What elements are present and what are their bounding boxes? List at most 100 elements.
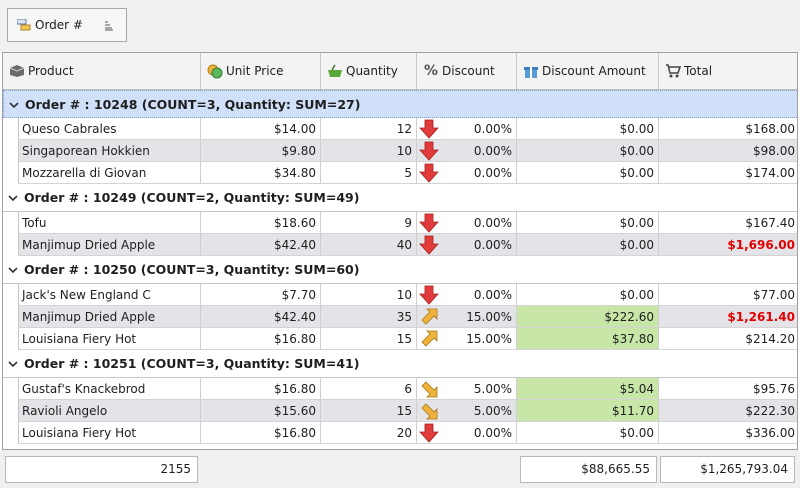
cell-quantity[interactable]: 10 — [321, 284, 417, 306]
cell-discount-amount[interactable]: $0.00 — [517, 422, 659, 444]
table-row[interactable]: Queso Cabrales $14.00 12 0.00% $0.00 $168.00 — [19, 118, 797, 140]
cell-total[interactable]: $1,696.00 — [659, 234, 797, 256]
column-header-product[interactable]: Product — [3, 53, 201, 89]
cell-unit-price[interactable]: $42.40 — [201, 306, 321, 328]
cell-product[interactable]: Louisiana Fiery Hot — [19, 328, 201, 350]
column-label-unit-price: Unit Price — [226, 64, 284, 78]
cell-unit-price[interactable]: $16.80 — [201, 328, 321, 350]
cell-unit-price[interactable]: $18.60 — [201, 212, 321, 234]
column-header-total[interactable]: Total — [659, 53, 797, 89]
cell-discount[interactable]: 5.00% — [417, 378, 517, 400]
table-row[interactable]: Manjimup Dried Apple $42.40 35 15.00% $222.6… — [19, 306, 797, 328]
table-row[interactable]: Mozzarella di Giovan $34.80 5 0.00% $0.00 $17… — [19, 162, 797, 184]
group-row[interactable]: Order # : 10250 (COUNT=3, Quantity: SUM=… — [3, 256, 797, 284]
sort-ascending-icon[interactable] — [104, 20, 114, 34]
cell-total[interactable]: $98.00 — [659, 140, 797, 162]
chevron-down-icon[interactable] — [8, 356, 20, 371]
cell-quantity[interactable]: 40 — [321, 234, 417, 256]
cell-product[interactable]: Mozzarella di Giovan — [19, 162, 201, 184]
cell-total[interactable]: $174.00 — [659, 162, 797, 184]
table-row[interactable]: Ravioli Angelo $15.60 15 5.00% $11.70 $222.30 — [19, 400, 797, 422]
table-row[interactable]: Singaporean Hokkien $9.80 10 0.00% $0.00 $98.… — [19, 140, 797, 162]
cell-unit-price[interactable]: $34.80 — [201, 162, 321, 184]
cell-total[interactable]: $95.76 — [659, 378, 797, 400]
column-header-unit-price[interactable]: Unit Price — [201, 53, 321, 89]
cell-total[interactable]: $167.40 — [659, 212, 797, 234]
cell-discount-amount[interactable]: $5.04 — [517, 378, 659, 400]
cell-product[interactable]: Ravioli Angelo — [19, 400, 201, 422]
cell-discount[interactable]: 15.00% — [417, 328, 517, 350]
chevron-down-icon[interactable] — [9, 97, 21, 112]
cell-quantity[interactable]: 20 — [321, 422, 417, 444]
cell-discount-amount[interactable]: $0.00 — [517, 284, 659, 306]
group-indent — [3, 212, 19, 256]
box-icon — [9, 63, 25, 79]
cell-unit-price[interactable]: $9.80 — [201, 140, 321, 162]
cell-total[interactable]: $1,261.40 — [659, 306, 797, 328]
cell-product[interactable]: Singaporean Hokkien — [19, 140, 201, 162]
cell-discount[interactable]: 15.00% — [417, 306, 517, 328]
cell-discount[interactable]: 0.00% — [417, 234, 517, 256]
cell-total[interactable]: $222.30 — [659, 400, 797, 422]
percent-icon: % — [423, 63, 439, 79]
cell-total[interactable]: $214.20 — [659, 328, 797, 350]
cell-product[interactable]: Jack's New England C — [19, 284, 201, 306]
cell-quantity[interactable]: 15 — [321, 328, 417, 350]
cell-total[interactable]: $77.00 — [659, 284, 797, 306]
cell-unit-price[interactable]: $16.80 — [201, 422, 321, 444]
cell-discount-amount[interactable]: $11.70 — [517, 400, 659, 422]
chevron-down-icon[interactable] — [8, 262, 20, 277]
table-row[interactable]: Tofu $18.60 9 0.00% $0.00 $167.40 — [19, 212, 797, 234]
cell-discount[interactable]: 0.00% — [417, 162, 517, 184]
column-header-quantity[interactable]: Quantity — [321, 53, 417, 89]
cell-discount-amount[interactable]: $0.00 — [517, 140, 659, 162]
group-by-order-tag[interactable]: Order # — [7, 8, 127, 42]
cell-unit-price[interactable]: $42.40 — [201, 234, 321, 256]
cell-discount[interactable]: 0.00% — [417, 212, 517, 234]
cell-unit-price[interactable]: $14.00 — [201, 118, 321, 140]
group-row[interactable]: Order # : 10251 (COUNT=3, Quantity: SUM=… — [3, 350, 797, 378]
cell-discount-amount[interactable]: $0.00 — [517, 162, 659, 184]
cell-discount[interactable]: 0.00% — [417, 422, 517, 444]
cell-quantity[interactable]: 5 — [321, 162, 417, 184]
cell-product[interactable]: Tofu — [19, 212, 201, 234]
cell-product[interactable]: Louisiana Fiery Hot — [19, 422, 201, 444]
table-row[interactable]: Manjimup Dried Apple $42.40 40 0.00% $0.00 $1… — [19, 234, 797, 256]
cell-discount[interactable]: 5.00% — [417, 400, 517, 422]
cell-quantity[interactable]: 10 — [321, 140, 417, 162]
cell-total[interactable]: $336.00 — [659, 422, 797, 444]
table-row[interactable]: Louisiana Fiery Hot $16.80 20 0.00% $0.00 $33… — [19, 422, 797, 444]
cell-discount[interactable]: 0.00% — [417, 140, 517, 162]
cell-quantity[interactable]: 15 — [321, 400, 417, 422]
column-header-discount-amount[interactable]: Discount Amount — [517, 53, 659, 89]
table-row[interactable]: Gustaf's Knackebrod $16.80 6 5.00% $5.04 $95.… — [19, 378, 797, 400]
cell-discount[interactable]: 0.00% — [417, 284, 517, 306]
cell-discount-amount[interactable]: $0.00 — [517, 234, 659, 256]
column-header-discount[interactable]: % Discount — [417, 53, 517, 89]
group-row[interactable]: Order # : 10248 (COUNT=3, Quantity: SUM=… — [3, 90, 797, 118]
cell-total[interactable]: $168.00 — [659, 118, 797, 140]
table-row[interactable]: Louisiana Fiery Hot $16.80 15 15.00% $37.80 $… — [19, 328, 797, 350]
chevron-down-icon[interactable] — [8, 190, 20, 205]
column-label-quantity: Quantity — [346, 64, 398, 78]
cell-product[interactable]: Queso Cabrales — [19, 118, 201, 140]
group-indent — [3, 378, 19, 444]
cell-discount-amount[interactable]: $37.80 — [517, 328, 659, 350]
group-panel: Order # — [0, 0, 800, 52]
cell-discount-amount[interactable]: $0.00 — [517, 118, 659, 140]
cell-discount[interactable]: 0.00% — [417, 118, 517, 140]
table-row[interactable]: Jack's New England C $7.70 10 0.00% $0.00 $77… — [19, 284, 797, 306]
cell-unit-price[interactable]: $7.70 — [201, 284, 321, 306]
cell-product[interactable]: Manjimup Dried Apple — [19, 306, 201, 328]
cell-product[interactable]: Manjimup Dried Apple — [19, 234, 201, 256]
cell-quantity[interactable]: 35 — [321, 306, 417, 328]
cell-unit-price[interactable]: $16.80 — [201, 378, 321, 400]
cell-discount-amount[interactable]: $222.60 — [517, 306, 659, 328]
cell-unit-price[interactable]: $15.60 — [201, 400, 321, 422]
cell-product[interactable]: Gustaf's Knackebrod — [19, 378, 201, 400]
group-row[interactable]: Order # : 10249 (COUNT=2, Quantity: SUM=… — [3, 184, 797, 212]
cell-quantity[interactable]: 6 — [321, 378, 417, 400]
cell-discount-amount[interactable]: $0.00 — [517, 212, 659, 234]
cell-quantity[interactable]: 12 — [321, 118, 417, 140]
cell-quantity[interactable]: 9 — [321, 212, 417, 234]
